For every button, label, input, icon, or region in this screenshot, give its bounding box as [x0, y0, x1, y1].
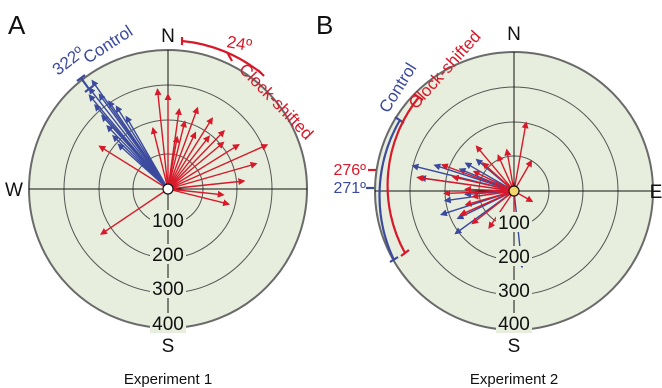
- clock-shifted-vector-a-6: [167, 135, 210, 190]
- ring-label-300-b: 300: [498, 281, 530, 302]
- clock-shifted-vector-a-9: [167, 144, 240, 190]
- clock-shifted-vector-a-14: [167, 188, 231, 207]
- control-mean-label-a: 322º: [49, 43, 88, 79]
- clock-shifted-vector-b-0: [416, 174, 515, 192]
- compass-n-a: N: [161, 26, 175, 47]
- control-mean-cap-a: [76, 74, 86, 82]
- clock-shifted-vector-b-17: [464, 185, 515, 193]
- control-arc-b: [378, 119, 401, 261]
- caption-b: Experiment 2: [470, 371, 558, 388]
- clock-shifted-vector-a-11: [167, 161, 258, 190]
- ring-label-bg: [150, 244, 186, 264]
- clock-shifted-vector-b-7: [513, 121, 529, 192]
- control-mean-marker-a: [76, 74, 94, 93]
- clock-shifted-vector-a-13: [167, 188, 225, 198]
- clock-shifted-vector-b-11: [488, 190, 515, 230]
- control-mean-tick-a: [80, 77, 90, 90]
- ring-label-bg: [496, 246, 532, 266]
- vectors-a: [88, 79, 269, 235]
- clock-shifted-vector-b-6: [504, 148, 515, 192]
- compass-n-b: N: [507, 24, 521, 45]
- clock-shifted-arc-b: [386, 96, 420, 254]
- clock-shifted-vector-b-12: [471, 190, 515, 225]
- control-vector-a-11: [94, 104, 169, 190]
- control-vector-a-0: [88, 87, 169, 190]
- clock-shifted-vector-b-4: [475, 145, 515, 192]
- clock-shifted-mean-tick-a: [226, 51, 233, 62]
- ring-label-300-a: 300: [152, 279, 184, 300]
- ring-label-100-b: 100: [498, 213, 530, 234]
- clock-shifted-vector-b-14: [464, 190, 515, 207]
- clock-shifted-vector-b-2: [472, 170, 515, 192]
- clock-shifted-vector-a-3: [167, 106, 199, 190]
- origin-marker-b: [508, 185, 520, 197]
- control-vector-a-10: [91, 79, 169, 190]
- panel-label-b: B: [316, 10, 333, 40]
- ring-label-bg: [496, 280, 532, 300]
- ring-labels-a: 100 200 300 400: [150, 210, 186, 335]
- ring-label-bg: [150, 278, 186, 298]
- ring-label-200-a: 200: [152, 245, 184, 266]
- clock-shifted-vector-a-16: [98, 145, 169, 190]
- clock-shifted-mean-label-a: 24º: [225, 32, 253, 55]
- ring-label-400-a: 400: [152, 314, 184, 335]
- control-vector-a-8: [117, 143, 169, 190]
- clock-shifted-vector-a-18: [154, 88, 169, 190]
- ring-labels-b: 100 200 300 400: [496, 212, 532, 335]
- clock-shifted-vector-a-8: [167, 141, 225, 190]
- control-mean-cap-a: [84, 85, 94, 93]
- compass-w-a: W: [5, 180, 23, 201]
- clock-shifted-vector-b-15: [471, 190, 515, 200]
- caption-a: Experiment 1: [124, 371, 212, 388]
- clock-shifted-arc-cap-a: [257, 69, 265, 77]
- clock-shifted-vector-a-12: [167, 178, 246, 190]
- clock-shifted-vector-a-15: [100, 188, 169, 235]
- compass-s-b: S: [508, 336, 521, 357]
- ring-label-bg: [150, 210, 186, 230]
- clock-shifted-mean-label-b: 276º: [333, 162, 366, 179]
- clock-shifted-vector-b-3: [481, 162, 515, 192]
- clock-shifted-vector-a-4: [167, 131, 197, 190]
- clock-shifted-vector-b-8: [513, 159, 533, 192]
- clock-shifted-vector-a-5: [167, 117, 213, 190]
- clock-shifted-vector-b-1: [451, 174, 515, 192]
- clock-shifted-vector-b-13: [459, 190, 515, 216]
- ring-label-100-a: 100: [152, 211, 184, 232]
- ring-label-bg: [496, 212, 532, 232]
- control-vector-a-9: [125, 115, 169, 190]
- clock-shifted-vector-a-17: [150, 126, 169, 190]
- compass-e-b: E: [650, 182, 662, 203]
- compass-s-a: S: [162, 336, 175, 357]
- panel-b: B N S E 100 200 300 400 271º: [316, 10, 662, 388]
- vectors-b: [411, 121, 534, 269]
- ring-label-200-b: 200: [498, 247, 530, 268]
- clock-shifted-arc-cap-b: [400, 249, 410, 257]
- clock-shifted-arc-cap-b: [413, 93, 424, 101]
- control-mean-label-b: 271º: [333, 180, 366, 197]
- clock-shifted-vector-b-16: [443, 189, 515, 197]
- control-arc-cap-b: [389, 256, 399, 263]
- clock-shifted-vector-a-10: [167, 143, 269, 190]
- origin-marker-a: [162, 183, 174, 195]
- clock-shifted-vector-a-2: [167, 120, 187, 190]
- clock-shifted-vector-a-19: [167, 135, 180, 190]
- ring-label-bg: [496, 313, 532, 333]
- ring-label-400-b: 400: [498, 314, 530, 335]
- ring-label-bg: [150, 313, 186, 333]
- panel-a: A N S W 100 200 300 400 322º: [5, 10, 317, 388]
- clock-shifted-vector-b-18: [440, 163, 515, 192]
- panel-label-a: A: [8, 10, 26, 40]
- clock-shifted-vector-a-7: [167, 129, 225, 190]
- clock-shifted-arc-a: [181, 39, 262, 74]
- clock-shifted-vector-b-5: [497, 154, 515, 192]
